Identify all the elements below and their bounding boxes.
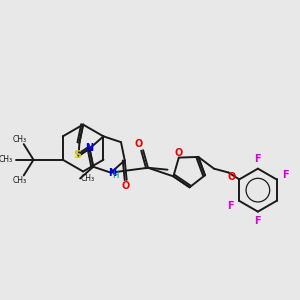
- Text: N: N: [108, 168, 116, 178]
- Text: CH₃: CH₃: [13, 135, 27, 144]
- Text: F: F: [255, 154, 261, 164]
- Text: H: H: [112, 171, 119, 180]
- Text: O: O: [227, 172, 236, 182]
- Text: CH₃: CH₃: [13, 176, 27, 185]
- Text: O: O: [122, 181, 130, 191]
- Text: S: S: [74, 150, 82, 160]
- Text: CH₃: CH₃: [0, 155, 13, 164]
- Text: F: F: [255, 216, 261, 226]
- Text: O: O: [175, 148, 183, 158]
- Text: O: O: [134, 139, 142, 149]
- Text: CH₃: CH₃: [81, 174, 95, 183]
- Text: F: F: [282, 169, 288, 179]
- Text: F: F: [227, 201, 234, 211]
- Text: N: N: [85, 142, 94, 153]
